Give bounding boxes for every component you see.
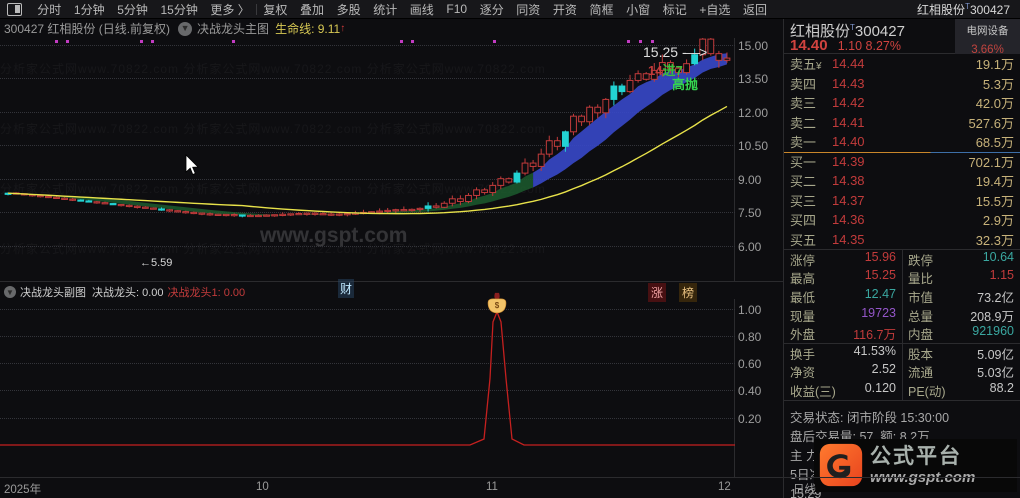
svg-text:$: $	[495, 301, 500, 310]
